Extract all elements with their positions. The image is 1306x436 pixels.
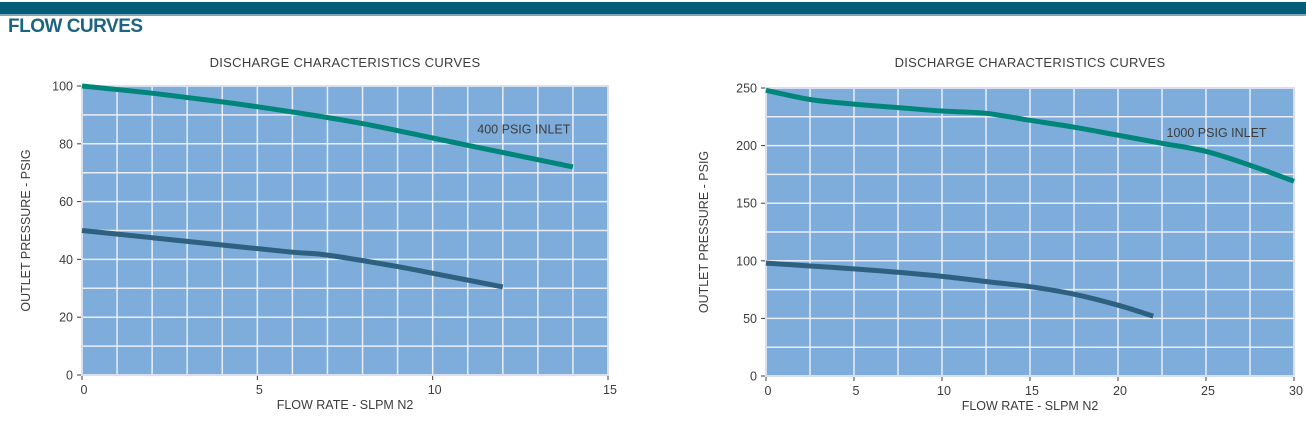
x-tick-label: 5 — [256, 383, 263, 397]
gridlines — [766, 88, 1294, 376]
y-axis-label: OUTLET PRESSURE - PSIG — [19, 149, 33, 311]
x-tick-label: 15 — [1025, 384, 1039, 398]
y-tick-label: 0 — [750, 370, 757, 384]
y-tick-label: 100 — [52, 80, 73, 94]
line-chart-svg: DISCHARGE CHARACTERISTICS CURVES 0 5 10 15 20… — [697, 55, 1303, 413]
page-title: FLOW CURVES — [8, 16, 143, 37]
series-line — [81, 228, 504, 290]
line-chart-svg: DISCHARGE CHARACTERISTICS CURVES 0 5 10 15 0 2… — [19, 55, 617, 412]
charts-row: DISCHARGE CHARACTERISTICS CURVES 0 5 10 15 0 2… — [0, 40, 1306, 436]
series-line — [765, 260, 1154, 319]
x-tick-label: 10 — [428, 383, 442, 397]
x-axis-label: FLOW RATE - SLPM N2 — [277, 398, 414, 412]
x-axis-label: FLOW RATE - SLPM N2 — [962, 399, 1099, 413]
y-tick-label: 100 — [736, 254, 757, 268]
chart-discharge-400psig: DISCHARGE CHARACTERISTICS CURVES 0 5 10 15 0 2… — [0, 40, 653, 436]
series-line — [81, 83, 574, 170]
y-tick-label: 200 — [736, 139, 757, 153]
top-bar — [0, 2, 1306, 16]
y-tick-label: 150 — [736, 197, 757, 211]
gridlines — [82, 86, 608, 375]
y-tick-label: 80 — [59, 137, 73, 151]
x-tick-label: 30 — [1289, 384, 1303, 398]
series-line — [765, 87, 1295, 184]
x-tick-label: 5 — [853, 384, 860, 398]
chart-discharge-1000psig: DISCHARGE CHARACTERISTICS CURVES 0 5 10 15 20… — [653, 40, 1306, 436]
tick-marks — [761, 87, 1295, 381]
series-annotation: 400 PSIG INLET — [477, 122, 570, 136]
chart-title: DISCHARGE CHARACTERISTICS CURVES — [895, 55, 1166, 70]
y-tick-label: 60 — [59, 195, 73, 209]
x-tick-label: 0 — [81, 383, 88, 397]
x-tick-label: 20 — [1113, 384, 1127, 398]
plot-border — [765, 87, 1295, 377]
x-tick-label: 10 — [937, 384, 951, 398]
y-axis-label: OUTLET PRESSURE - PSIG — [697, 151, 711, 313]
series-annotation: 1000 PSIG INLET — [1167, 126, 1267, 140]
tick-marks — [77, 85, 609, 380]
y-tick-label: 250 — [736, 82, 757, 96]
y-tick-label: 0 — [66, 369, 73, 383]
chart-title: DISCHARGE CHARACTERISTICS CURVES — [210, 55, 481, 70]
x-tick-label: 15 — [603, 383, 617, 397]
y-tick-label: 20 — [59, 311, 73, 325]
x-tick-label: 0 — [765, 384, 772, 398]
x-tick-label: 25 — [1201, 384, 1215, 398]
y-tick-label: 40 — [59, 253, 73, 267]
y-tick-label: 50 — [743, 312, 757, 326]
